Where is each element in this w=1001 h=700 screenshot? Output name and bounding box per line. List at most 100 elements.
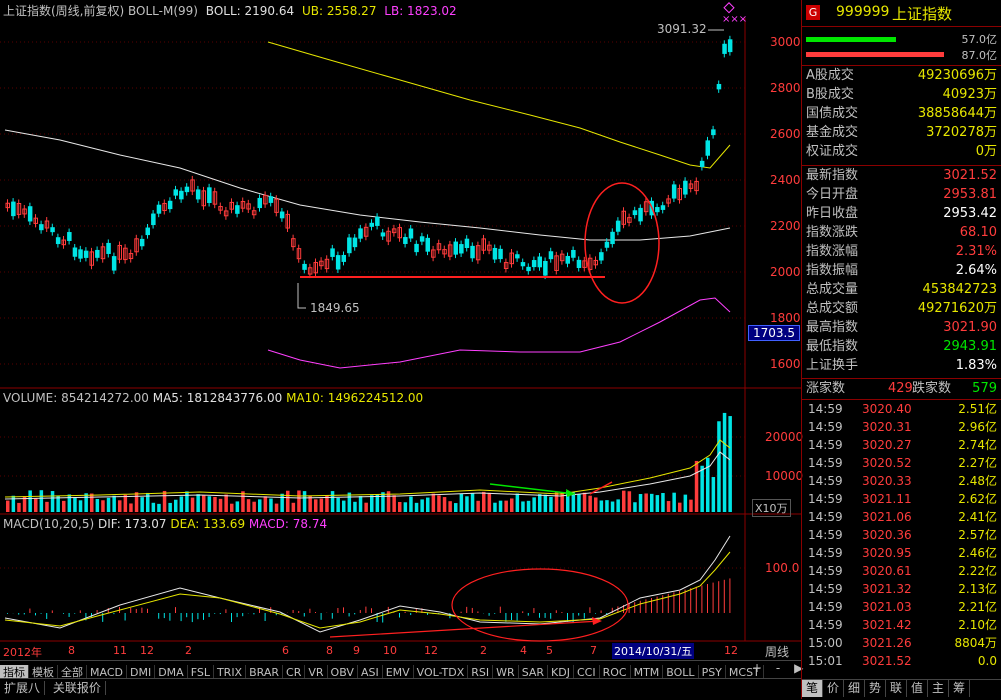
indicator-button[interactable]: BRAR (246, 665, 284, 678)
indicator-button[interactable]: WR (493, 665, 519, 678)
tick-price: 3020.27 (862, 438, 912, 452)
tick-row: 15:01 3021.52 0.0 (802, 652, 1001, 670)
indicator-button[interactable]: 模板 (29, 665, 58, 678)
date-tick-label: 2 (185, 644, 192, 657)
panel-tab[interactable]: 值 (907, 680, 928, 697)
tick-volume: 2.27亿 (958, 456, 997, 470)
tick-volume: 2.48亿 (958, 474, 997, 488)
tick-time: 14:59 (808, 474, 843, 488)
chart-area[interactable]: 上证指数(周线,前复权) BOLL-M(99) BOLL: 2190.64 UB… (0, 0, 803, 660)
bar-bottom-value: 87.0亿 (961, 49, 998, 62)
volume-header: VOLUME: 854214272.00 MA5: 1812843776.00 … (3, 391, 423, 405)
price-tick-label: 2000 (770, 265, 801, 279)
tick-price: 3021.03 (862, 600, 912, 614)
tick-time: 14:59 (808, 582, 843, 596)
indicator-name: BOLL-M(99) (128, 4, 198, 18)
tick-price: 3021.06 (862, 510, 912, 524)
indicator-button[interactable]: ROC (600, 665, 631, 678)
stat-value: 3021.90 (943, 320, 997, 335)
date-tick-label: 7 (590, 644, 597, 657)
stat-value: 68.10 (959, 225, 997, 240)
tick-volume: 2.51亿 (958, 402, 997, 416)
stat-row: 最高指数 3021.90 (806, 318, 997, 337)
stat-label: 指数涨幅 (806, 244, 859, 259)
stat-label: 指数振幅 (806, 263, 859, 278)
indicator-button[interactable]: MACD (87, 665, 127, 678)
stat-row: 最新指数 3021.52 (806, 166, 997, 185)
indicator-toolbar: 指标 模板 全部 MACD DMI DMA FSL TRIX BRAR CR VR OBV ASI EMV… (0, 660, 801, 678)
indicator-button[interactable]: VOL-TDX (414, 665, 469, 678)
tab-related-quotes[interactable]: 关联报价 (48, 681, 106, 695)
tick-price: 3020.31 (862, 420, 912, 434)
tab-extension-8[interactable]: 扩展八 (0, 681, 46, 695)
tick-volume: 2.57亿 (958, 528, 997, 542)
tick-time: 14:59 (808, 456, 843, 470)
stat-value: 3021.52 (943, 168, 997, 183)
price-tick-label: 2600 (770, 127, 801, 141)
stat-row: 权证成交 0万 (806, 142, 997, 161)
indicator-button[interactable]: MTM (631, 665, 664, 678)
lb-value: LB: 1823.02 (384, 4, 457, 18)
zoom-out-button[interactable]: - (775, 661, 781, 675)
tick-row: 14:59 3020.52 2.27亿 (802, 454, 1001, 472)
indicator-button[interactable]: RSI (468, 665, 494, 678)
volume-bars (6, 412, 732, 512)
indicator-button[interactable]: OBV (328, 665, 358, 678)
indicator-button[interactable]: TRIX (214, 665, 247, 678)
nav-controls: + - ▶ (752, 661, 803, 675)
candlestick-chart[interactable]: ××× (0, 0, 801, 660)
decline-label: 跌家数 (912, 381, 952, 396)
indicator-button[interactable]: DMA (155, 665, 188, 678)
stat-value: 2943.91 (943, 339, 997, 354)
low-price-label: 1849.65 (310, 301, 360, 315)
indicator-button[interactable]: PSY (699, 665, 726, 678)
indicator-button[interactable]: FSL (188, 665, 214, 678)
date-highlight: 2014/10/31/五 (612, 643, 695, 659)
tick-volume: 2.74亿 (958, 438, 997, 452)
indicator-button[interactable]: ASI (358, 665, 383, 678)
indicator-button[interactable]: DMI (127, 665, 156, 678)
indicator-button[interactable]: SAR (519, 665, 549, 678)
stat-value: 40923万 (942, 87, 997, 102)
indicator-button[interactable]: CCI (574, 665, 600, 678)
stat-label: 权证成交 (806, 144, 859, 159)
tick-row: 14:59 3020.36 2.57亿 (802, 526, 1001, 544)
indicator-button[interactable]: EMV (383, 665, 414, 678)
indicator-button[interactable]: 全部 (58, 665, 87, 678)
indicator-button[interactable]: VR (305, 665, 328, 678)
price-tick-label: 2800 (770, 81, 801, 95)
date-tick-label: 11 (113, 644, 127, 657)
indicator-button[interactable]: 指标 (0, 665, 29, 678)
indicator-button[interactable]: KDJ (548, 665, 574, 678)
panel-tab[interactable]: 联 (886, 680, 907, 697)
macd-histogram (7, 578, 731, 623)
panel-tab[interactable]: 筹 (949, 680, 970, 697)
stat-label: 总成交额 (806, 301, 859, 316)
price-tick-label: 2200 (770, 219, 801, 233)
macd-dif: DIF: 173.07 (97, 517, 167, 531)
panel-title-bar: G 999999 上证指数 (802, 0, 1001, 27)
scroll-right-icon[interactable]: ▶ (794, 661, 804, 675)
advance-label: 涨家数 (806, 381, 846, 396)
panel-tab[interactable]: 价 (823, 680, 844, 697)
tick-row: 14:59 3021.03 2.21亿 (802, 598, 1001, 616)
date-tick-label: 6 (282, 644, 289, 657)
stat-value: 0万 (975, 144, 997, 159)
advance-decline: 涨家数 429 跌家数 579 (802, 379, 1001, 400)
indicator-button[interactable]: CR (283, 665, 306, 678)
volume-ma10: MA10: 1496224512.00 (286, 391, 424, 405)
zoom-in-button[interactable]: + (752, 661, 763, 675)
panel-tab[interactable]: 主 (928, 680, 949, 697)
tick-list[interactable]: 14:59 3020.40 2.51亿 14:59 3020.31 2.96亿 14:59 3… (802, 400, 1001, 678)
panel-tab[interactable]: 细 (844, 680, 865, 697)
macd-axis-label: 100.0 (765, 561, 800, 575)
indicator-button[interactable]: MCST (726, 665, 764, 678)
stat-value: 1.83% (955, 358, 997, 373)
date-tick-label: 8 (326, 644, 333, 657)
stat-row: 指数涨跌 68.10 (806, 223, 997, 242)
panel-tab[interactable]: 笔 (802, 680, 823, 697)
panel-tab[interactable]: 势 (865, 680, 886, 697)
stat-value: 2953.81 (943, 187, 997, 202)
indicator-button[interactable]: BOLL (663, 665, 699, 678)
tick-volume: 2.62亿 (958, 492, 997, 506)
